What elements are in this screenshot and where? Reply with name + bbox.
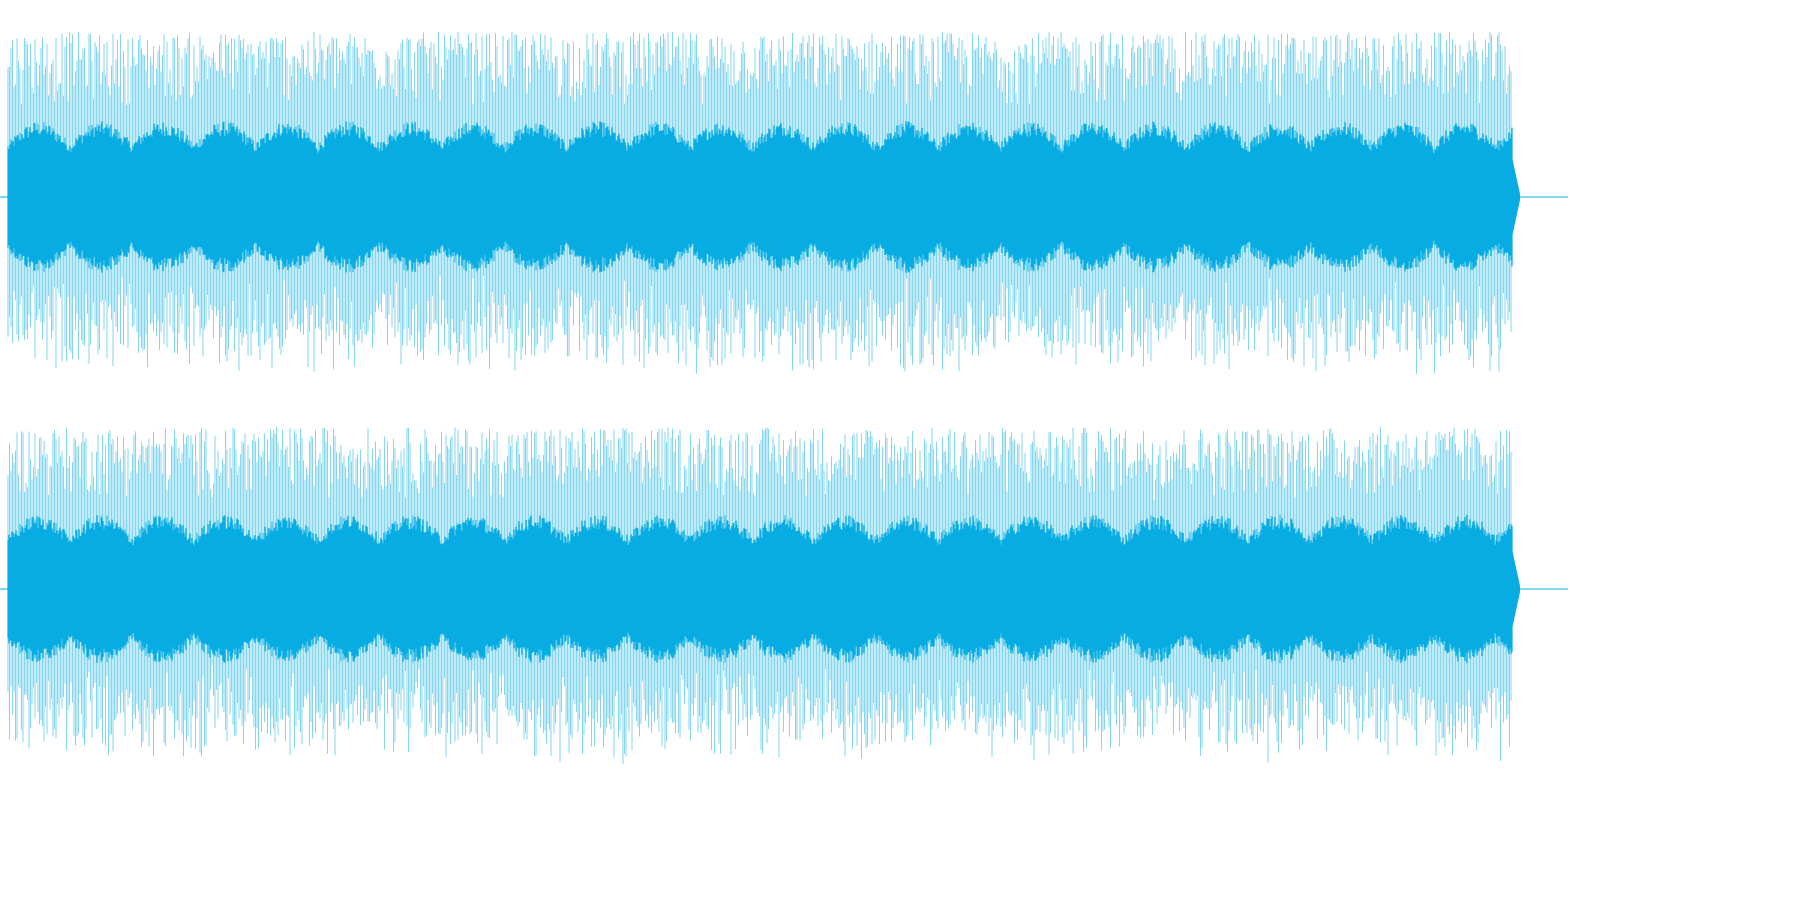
channel-right-waveform-body: [7, 514, 1513, 664]
channel-right-waveform: [0, 427, 1568, 764]
channel-left-waveform-peaks: [7, 32, 1512, 374]
channel-right-waveform-peaks: [7, 427, 1512, 764]
channel-left-waveform-body: [7, 121, 1513, 273]
channel-left-waveform-tail: [1512, 157, 1520, 237]
channel-right-waveform-tail: [1512, 549, 1520, 629]
channel-left-waveform: [0, 32, 1568, 374]
